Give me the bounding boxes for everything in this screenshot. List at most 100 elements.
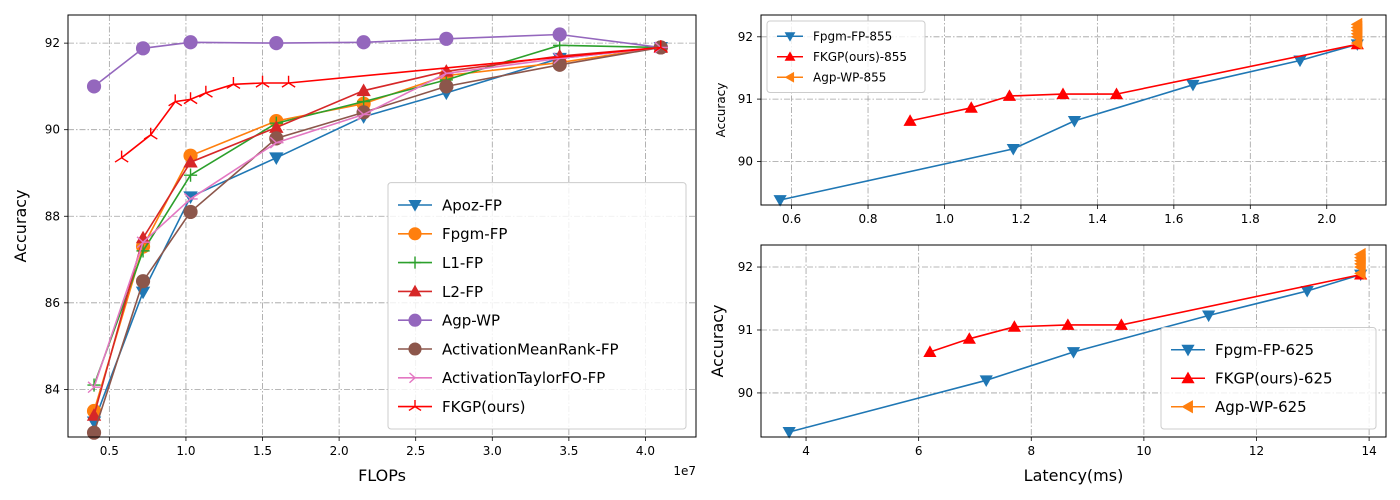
y-tick-label: 90 [45, 123, 60, 137]
series-activationmeanrank-fp [86, 40, 668, 440]
data-point-l2-fp [269, 120, 284, 133]
legend-item-fpgm-fp-855: Fpgm-FP-855 [777, 30, 892, 44]
data-point-fpgm-fp-625 [1300, 286, 1314, 298]
legend-marker [408, 200, 422, 212]
legend-label: Fpgm-FP-855 [813, 30, 892, 44]
x-tick-label: 0.8 [858, 212, 877, 226]
legend-marker [408, 284, 422, 297]
x-tick-label: 1.2 [1011, 212, 1030, 226]
x-tick-label: 3.5 [559, 444, 578, 458]
data-point-apoz-fp [135, 286, 151, 300]
data-point-activationmeanrank-fp [86, 425, 102, 440]
data-point-agp-wp [356, 35, 371, 50]
data-point-activationtaylorfo-fp [269, 136, 284, 149]
y-tick-label: 92 [738, 260, 753, 274]
legend: Apoz-FP Fpgm-FP L1-FP L2-FP Agp-WP Activation… [387, 182, 687, 430]
legend-box [1160, 327, 1377, 430]
bottom-right-chart: 4 6 8 10 12 14 90 91 92 Latency(ms) Accuracy Fpgm-F… [708, 244, 1387, 485]
data-point-agp-wp [86, 79, 102, 94]
data-point-fkgp-ours [281, 75, 296, 88]
legend-item-apoz-fp: Apoz-FP [398, 196, 502, 214]
data-point-fkgp-ours-625 [1114, 318, 1128, 330]
data-point-agp-wp-625 [1354, 247, 1366, 262]
data-point-l1-fp [183, 168, 198, 182]
legend-label: Agp-WP-855 [813, 71, 886, 85]
legend-marker [1181, 400, 1193, 414]
legend-marker [408, 400, 422, 412]
x-tick-label: 1.0 [935, 212, 954, 226]
y-tick-label: 88 [45, 209, 60, 223]
legend-marker [784, 71, 795, 83]
data-point-fkgp-ours [226, 77, 241, 90]
legend-item-activationmeanrank-fp: ActivationMeanRank-FP [398, 340, 619, 358]
legend-label: FKGP(ours)-855 [813, 50, 907, 64]
data-point-fpgm-fp-855 [1186, 79, 1200, 92]
series-line-fkgp-ours-625 [929, 273, 1361, 353]
data-point-activationmeanrank-fp [183, 204, 198, 220]
y-tick-label: 91 [738, 92, 753, 106]
data-point-fpgm-fp-855 [1067, 115, 1082, 128]
data-point-fkgp-ours [168, 94, 183, 107]
legend-label: L1-FP [442, 254, 483, 272]
data-point-agp-wp [135, 41, 151, 56]
data-point-agp-wp [183, 35, 198, 50]
data-point-fkgp-ours-855 [964, 101, 978, 113]
legend-label: FKGP(ours)-625 [1215, 370, 1333, 388]
x-tick-label: 4 [802, 444, 810, 458]
data-point-apoz-fp [269, 152, 284, 166]
data-point-fpgm-fp-625 [979, 375, 993, 387]
data-point-fkgp-ours-625 [1061, 318, 1075, 330]
series-fkgp-ours [114, 40, 668, 163]
data-point-fkgp-ours-855 [1056, 87, 1070, 100]
legend-marker [1181, 371, 1195, 384]
data-point-fpgm-fp-625 [1066, 347, 1081, 359]
y-tick-label: 90 [738, 154, 753, 168]
axes-frame [760, 14, 1387, 206]
x-tick-label: 0.6 [782, 212, 801, 226]
series-line-activationmeanrank-fp [93, 46, 661, 433]
legend-marker [408, 313, 422, 327]
legend-item-agp-wp: Agp-WP [398, 312, 500, 330]
legend-marker [408, 256, 422, 269]
data-point-fpgm-fp-855 [1293, 55, 1307, 68]
data-point-fkgp-ours-625 [962, 332, 976, 344]
legend-box [387, 182, 687, 430]
x-tick-label: 2.0 [1317, 212, 1336, 226]
x-tick-label: 1.8 [1241, 212, 1260, 226]
x-tick-label: 10 [1136, 444, 1151, 458]
data-point-apoz-fp [183, 191, 198, 204]
legend-item-activationtaylorfo-fp: ActivationTaylorFO-FP [398, 369, 605, 387]
data-point-fpgm-fp-855 [773, 195, 787, 207]
legend-item-l2-fp: L2-FP [398, 283, 483, 301]
left-chart: 0.5 1.0 1.5 2.0 2.5 3.0 3.5 4.0 84 86 88 90 92 FLOPs A… [11, 14, 697, 485]
y-tick-label: 91 [738, 323, 753, 337]
data-point-fkgp-ours-625 [1007, 320, 1021, 332]
data-point-activationtaylorfo-fp [184, 193, 198, 205]
x-tick-label: 1.4 [1088, 212, 1107, 226]
y-tick-label: 92 [738, 30, 753, 44]
data-point-l2-fp [86, 408, 102, 421]
legend-item-agp-wp-625: Agp-WP-625 [1171, 398, 1307, 416]
series-fkgp-ours-855 [903, 37, 1364, 126]
series-line-fpgm-fp-855 [779, 43, 1358, 201]
data-point-activationtaylorfo-fp [136, 236, 151, 249]
legend-label: Fpgm-FP [442, 225, 507, 243]
data-point-agp-wp [439, 31, 454, 46]
data-point-fkgp-ours [653, 40, 668, 53]
x-tick-label: 12 [1249, 444, 1264, 458]
y-tick-label: 90 [738, 386, 753, 400]
data-point-l1-fp [136, 244, 150, 258]
series-activationtaylorfo-fp [87, 41, 668, 394]
legend-label: Agp-WP-625 [1215, 398, 1307, 416]
axes-frame [67, 14, 697, 438]
legend: Fpgm-FP-625 FKGP(ours)-625 Agp-WP-625 [1160, 327, 1377, 430]
data-point-fkgp-ours-855 [903, 114, 917, 126]
x-tick-label: 6 [915, 444, 923, 458]
top-right-chart: 0.6 0.8 1.0 1.2 1.4 1.6 1.8 2.0 90 91 92 Accuracy Fp… [714, 14, 1387, 226]
legend-marker [409, 372, 422, 384]
x-tick-label: 2.5 [406, 444, 425, 458]
data-point-activationmeanrank-fp [439, 79, 454, 94]
y-axis-label: Accuracy [11, 189, 30, 262]
legend: Fpgm-FP-855 FKGP(ours)-855 Agp-WP-855 [766, 20, 926, 93]
